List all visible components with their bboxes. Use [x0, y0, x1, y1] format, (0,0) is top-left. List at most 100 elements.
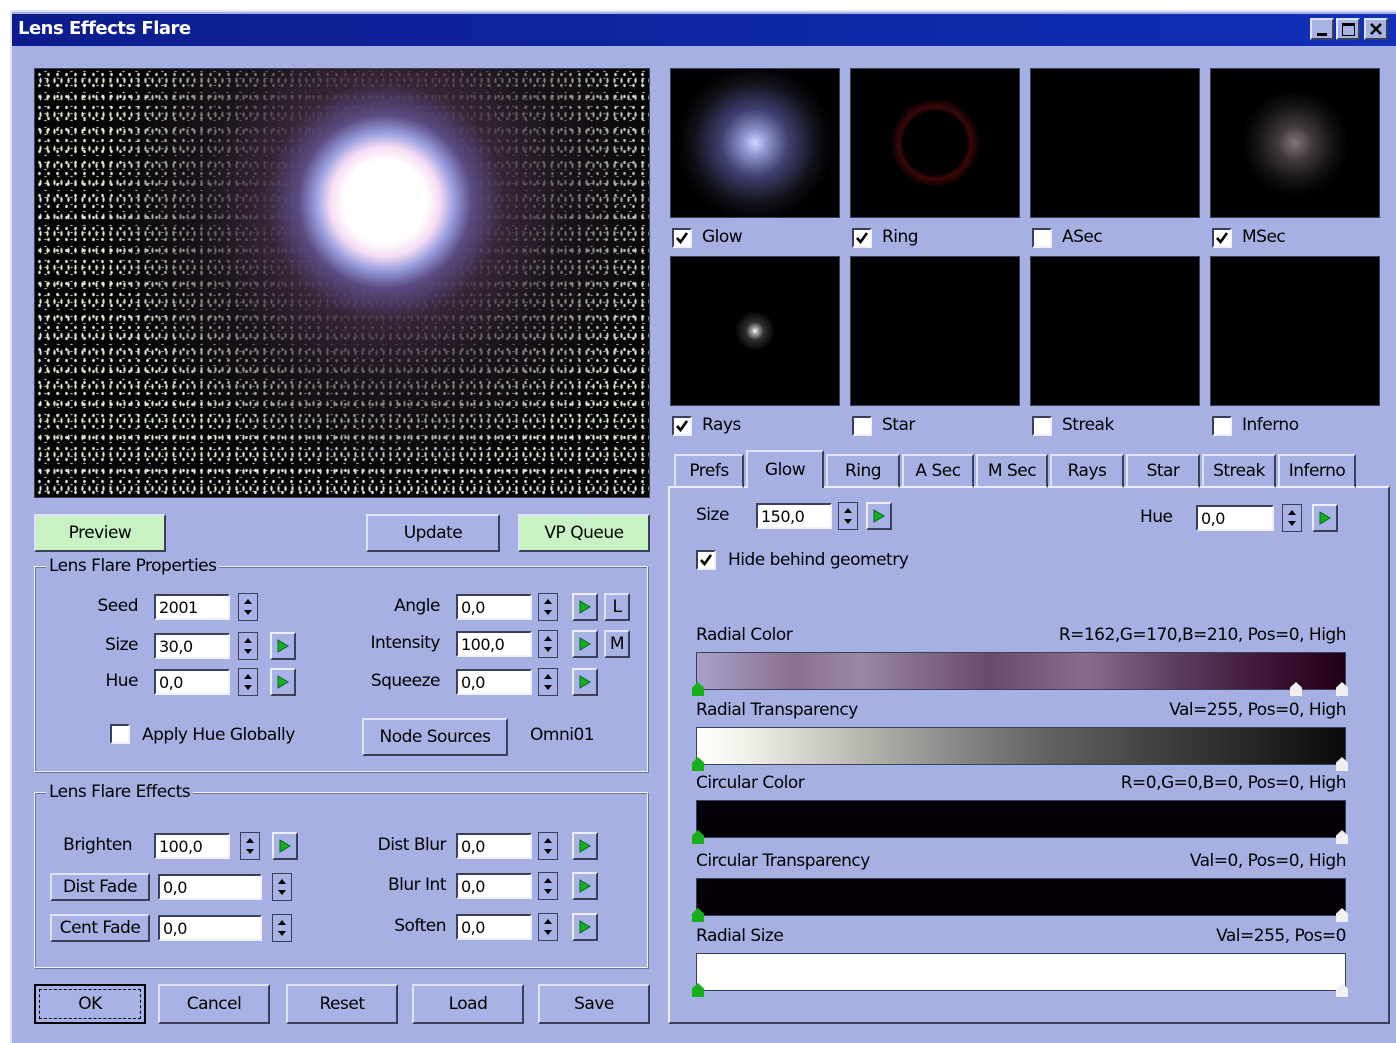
field-input[interactable]: 0,0 [456, 594, 532, 620]
spin-down[interactable] [1288, 521, 1296, 526]
flare-thumbnail[interactable] [1030, 68, 1200, 218]
preview-button[interactable]: Preview [34, 514, 166, 552]
dialog-button[interactable]: Save [538, 984, 650, 1024]
field-input[interactable]: 0,0 [456, 914, 532, 940]
tab[interactable]: Ring [826, 454, 900, 488]
tab[interactable]: Prefs [674, 454, 744, 488]
spin-up[interactable] [844, 508, 852, 513]
animate-button[interactable] [572, 832, 598, 860]
dialog-button[interactable]: Load [412, 984, 524, 1024]
field-input[interactable]: 0,0 [154, 669, 230, 695]
field-input[interactable]: 0,0 [158, 915, 262, 941]
gradient-bar[interactable] [696, 652, 1346, 690]
field-input[interactable]: 100,0 [154, 833, 230, 859]
checkbox[interactable] [1032, 416, 1052, 436]
close-button[interactable] [1364, 18, 1388, 40]
checkbox[interactable] [852, 228, 872, 248]
minimize-button[interactable] [1310, 18, 1334, 40]
preview-button[interactable]: Update [366, 514, 500, 552]
spinner[interactable] [538, 913, 558, 941]
flare-thumbnail[interactable] [670, 68, 840, 218]
field-input[interactable]: 30,0 [154, 633, 230, 659]
animate-button[interactable] [270, 668, 296, 696]
animate-button[interactable] [272, 832, 298, 860]
field-button[interactable]: Dist Fade [50, 873, 150, 901]
tab[interactable]: Inferno [1278, 454, 1356, 488]
tab[interactable]: M Sec [976, 454, 1048, 488]
spin-down[interactable] [278, 931, 286, 936]
animate-button[interactable] [572, 913, 598, 941]
dialog-button[interactable]: Reset [286, 984, 398, 1024]
spin-up[interactable] [544, 674, 552, 679]
dialog-button[interactable]: OK [34, 984, 146, 1024]
spin-up[interactable] [544, 878, 552, 883]
spinner[interactable] [538, 630, 558, 658]
spinner[interactable] [240, 832, 260, 860]
flare-thumbnail[interactable] [1210, 256, 1380, 406]
animate-button[interactable] [866, 502, 892, 530]
preview-button[interactable]: VP Queue [518, 514, 650, 552]
gradient-bar[interactable] [696, 953, 1346, 991]
checkbox[interactable] [110, 724, 130, 744]
spin-up[interactable] [544, 599, 552, 604]
gradient-bar[interactable] [696, 878, 1346, 916]
spin-down[interactable] [544, 610, 552, 615]
spin-up[interactable] [1288, 510, 1296, 515]
tab[interactable]: Glow [746, 450, 824, 488]
checkbox[interactable] [1212, 228, 1232, 248]
spinner[interactable] [538, 668, 558, 696]
tab[interactable]: Star [1126, 454, 1200, 488]
spin-down[interactable] [544, 647, 552, 652]
spinner[interactable] [238, 668, 258, 696]
spin-up[interactable] [244, 599, 252, 604]
tab[interactable]: Rays [1050, 454, 1124, 488]
spinner[interactable] [238, 632, 258, 660]
tab[interactable]: A Sec [902, 454, 974, 488]
flare-thumbnail[interactable] [1030, 256, 1200, 406]
spinner[interactable] [838, 502, 858, 530]
spin-up[interactable] [244, 674, 252, 679]
spinner[interactable] [272, 914, 292, 942]
field-input[interactable]: 0,0 [456, 833, 532, 859]
spinner[interactable] [272, 873, 292, 901]
field-input[interactable]: 0,0 [456, 873, 532, 899]
gradient-bar[interactable] [696, 800, 1346, 838]
field-input[interactable]: 0,0 [1196, 505, 1274, 531]
spin-up[interactable] [278, 879, 286, 884]
checkbox[interactable] [1212, 416, 1232, 436]
spin-down[interactable] [278, 890, 286, 895]
tab[interactable]: Streak [1202, 454, 1276, 488]
animate-button[interactable] [572, 593, 598, 621]
spin-up[interactable] [244, 638, 252, 643]
checkbox[interactable] [1032, 228, 1052, 248]
spin-down[interactable] [544, 889, 552, 894]
spin-down[interactable] [544, 930, 552, 935]
field-input[interactable]: 100,0 [456, 631, 532, 657]
flare-thumbnail[interactable] [850, 68, 1020, 218]
field-button[interactable]: Cent Fade [50, 914, 150, 942]
spin-up[interactable] [544, 636, 552, 641]
checkbox[interactable] [672, 416, 692, 436]
spin-up[interactable] [544, 838, 552, 843]
field-input[interactable]: 2001 [154, 594, 230, 620]
checkbox[interactable] [672, 228, 692, 248]
spinner[interactable] [1282, 504, 1302, 532]
checkbox[interactable] [696, 550, 716, 570]
dialog-button[interactable]: Cancel [158, 984, 270, 1024]
spin-down[interactable] [844, 519, 852, 524]
spin-down[interactable] [244, 685, 252, 690]
lock-button[interactable]: L [604, 593, 630, 621]
spinner[interactable] [538, 593, 558, 621]
spin-up[interactable] [278, 920, 286, 925]
flare-thumbnail[interactable] [850, 256, 1020, 406]
spin-down[interactable] [544, 685, 552, 690]
spin-up[interactable] [246, 838, 254, 843]
field-input[interactable]: 0,0 [456, 669, 532, 695]
field-input[interactable]: 0,0 [158, 874, 262, 900]
spin-down[interactable] [246, 849, 254, 854]
animate-button[interactable] [270, 632, 296, 660]
animate-button[interactable] [572, 668, 598, 696]
flare-thumbnail[interactable] [1210, 68, 1380, 218]
spin-down[interactable] [244, 649, 252, 654]
animate-button[interactable] [572, 872, 598, 900]
